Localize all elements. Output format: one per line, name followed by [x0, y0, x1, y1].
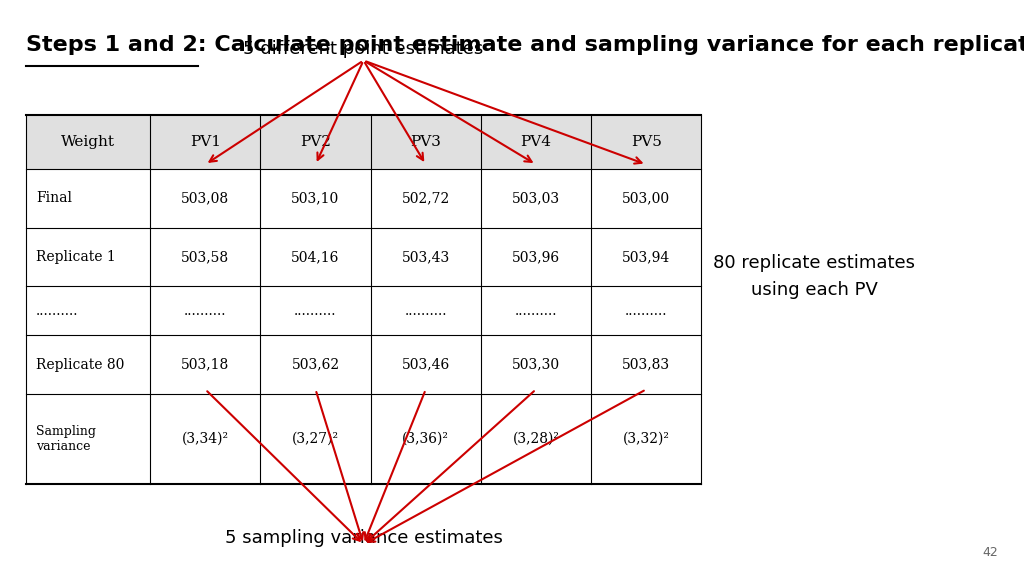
Text: PV4: PV4	[520, 135, 552, 149]
Text: ..........: ..........	[36, 304, 79, 318]
Text: 503,62: 503,62	[292, 358, 340, 372]
Text: ..........: ..........	[294, 304, 337, 318]
Text: ..........: ..........	[184, 304, 226, 318]
Text: (3,34)²: (3,34)²	[181, 432, 228, 446]
Text: 5 sampling variance estimates: 5 sampling variance estimates	[224, 529, 503, 547]
Text: Replicate 80: Replicate 80	[36, 358, 124, 372]
Text: 80 replicate estimates
using each PV: 80 replicate estimates using each PV	[713, 254, 915, 299]
Text: (3,27)²: (3,27)²	[292, 432, 339, 446]
Text: 503,46: 503,46	[401, 358, 450, 372]
Text: 502,72: 502,72	[401, 191, 450, 206]
Text: ..........: ..........	[404, 304, 447, 318]
Text: 5 different point estimates: 5 different point estimates	[244, 40, 483, 58]
Text: 503,96: 503,96	[512, 250, 560, 264]
Text: Steps 1 and 2: Calculate point estimate and sampling variance for each replicate: Steps 1 and 2: Calculate point estimate …	[26, 35, 1024, 55]
Text: ..........: ..........	[515, 304, 557, 318]
Text: 503,94: 503,94	[623, 250, 671, 264]
Text: PV3: PV3	[411, 135, 441, 149]
Text: 503,43: 503,43	[401, 250, 450, 264]
Text: Replicate 1: Replicate 1	[36, 250, 116, 264]
Text: 503,18: 503,18	[181, 358, 229, 372]
Text: PV5: PV5	[631, 135, 662, 149]
Text: 503,30: 503,30	[512, 358, 560, 372]
Text: 503,00: 503,00	[623, 191, 671, 206]
Bar	[26, 115, 701, 169]
Text: 503,83: 503,83	[623, 358, 671, 372]
Text: 504,16: 504,16	[291, 250, 340, 264]
Text: 503,03: 503,03	[512, 191, 560, 206]
Text: Sampling
variance: Sampling variance	[36, 425, 96, 453]
Text: 503,58: 503,58	[181, 250, 229, 264]
Text: (3,36)²: (3,36)²	[402, 432, 450, 446]
Text: 42: 42	[983, 545, 998, 559]
Text: PV2: PV2	[300, 135, 331, 149]
Text: Final: Final	[36, 191, 72, 206]
Text: Weight: Weight	[60, 135, 115, 149]
Text: PV1: PV1	[189, 135, 221, 149]
Text: (3,32)²: (3,32)²	[623, 432, 670, 446]
Text: (3,28)²: (3,28)²	[513, 432, 559, 446]
Text: 503,08: 503,08	[181, 191, 229, 206]
Text: ..........: ..........	[625, 304, 668, 318]
Text: 503,10: 503,10	[292, 191, 340, 206]
